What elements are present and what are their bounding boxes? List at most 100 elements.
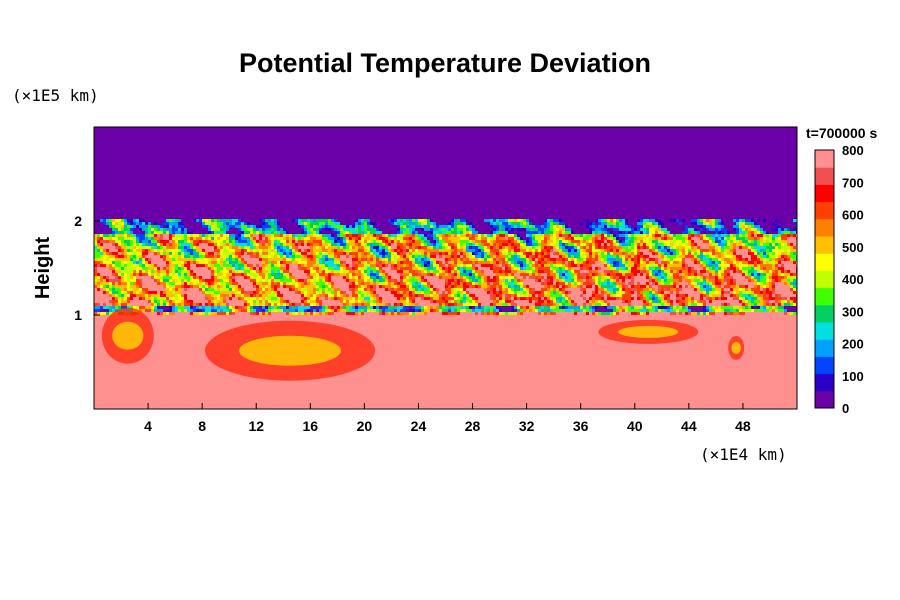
field-cell xyxy=(496,225,499,228)
field-cell xyxy=(541,252,544,255)
field-cell xyxy=(766,234,769,237)
field-cell xyxy=(664,252,667,255)
field-cell xyxy=(256,255,259,258)
field-cell xyxy=(223,219,226,222)
field-cell xyxy=(649,258,652,261)
field-cell xyxy=(112,258,115,261)
field-cell xyxy=(271,267,274,270)
field-cell xyxy=(142,219,145,222)
field-cell xyxy=(562,249,565,252)
field-cell xyxy=(355,276,358,279)
field-cell xyxy=(154,243,157,246)
field-cell xyxy=(496,264,499,267)
field-cell xyxy=(529,249,532,252)
field-cell xyxy=(436,228,439,231)
field-cell xyxy=(649,279,652,282)
field-cell xyxy=(478,222,481,225)
field-cell xyxy=(601,285,604,288)
y-axis-unit: (×1E5 km) xyxy=(12,86,99,105)
field-cell xyxy=(772,264,775,267)
field-cell xyxy=(604,264,607,267)
field-cell xyxy=(127,246,130,249)
field-cell xyxy=(487,261,490,264)
field-cell xyxy=(373,246,376,249)
field-cell xyxy=(556,228,559,231)
field-cell xyxy=(265,255,268,258)
field-cell xyxy=(343,237,346,240)
field-cell xyxy=(739,243,742,246)
field-cell xyxy=(775,264,778,267)
field-cell xyxy=(775,231,778,234)
field-cell xyxy=(367,282,370,285)
field-cell xyxy=(175,246,178,249)
field-cell xyxy=(637,255,640,258)
field-cell xyxy=(442,246,445,249)
field-cell xyxy=(148,240,151,243)
field-cell xyxy=(772,258,775,261)
field-cell xyxy=(361,273,364,276)
field-cell xyxy=(196,276,199,279)
field-cell xyxy=(280,249,283,252)
field-cell xyxy=(646,234,649,237)
field-cell xyxy=(394,261,397,264)
field-cell xyxy=(490,243,493,246)
field-cell xyxy=(391,252,394,255)
field-cell xyxy=(181,222,184,225)
field-cell xyxy=(451,252,454,255)
field-cell xyxy=(754,222,757,225)
field-cell xyxy=(622,285,625,288)
field-cell xyxy=(340,243,343,246)
field-cell xyxy=(214,261,217,264)
field-cell xyxy=(388,276,391,279)
field-cell xyxy=(421,276,424,279)
field-cell xyxy=(508,228,511,231)
field-cell xyxy=(619,231,622,234)
field-cell xyxy=(160,246,163,249)
field-cell xyxy=(634,258,637,261)
field-cell xyxy=(172,276,175,279)
field-cell xyxy=(298,228,301,231)
field-cell xyxy=(262,279,265,282)
field-cell xyxy=(355,261,358,264)
field-cell xyxy=(106,264,109,267)
field-cell xyxy=(631,249,634,252)
field-cell xyxy=(787,228,790,231)
field-cell xyxy=(622,228,625,231)
field-cell xyxy=(133,219,136,222)
field-cell xyxy=(139,231,142,234)
field-cell xyxy=(706,234,709,237)
field-cell xyxy=(715,264,718,267)
field-cell xyxy=(385,261,388,264)
field-cell xyxy=(658,267,661,270)
field-cell xyxy=(220,240,223,243)
field-cell xyxy=(334,219,337,222)
field-cell xyxy=(382,255,385,258)
field-cell xyxy=(334,246,337,249)
field-cell xyxy=(157,243,160,246)
field-cell xyxy=(709,228,712,231)
field-cell xyxy=(205,255,208,258)
field-cell xyxy=(250,276,253,279)
field-cell xyxy=(268,252,271,255)
field-cell xyxy=(523,252,526,255)
field-cell xyxy=(286,225,289,228)
field-cell xyxy=(130,282,133,285)
field-cell xyxy=(394,231,397,234)
field-cell xyxy=(259,279,262,282)
field-cell xyxy=(370,219,373,222)
field-cell xyxy=(208,237,211,240)
field-cell xyxy=(646,231,649,234)
field-cell xyxy=(724,258,727,261)
field-cell xyxy=(232,228,235,231)
field-cell xyxy=(709,267,712,270)
field-cell xyxy=(763,240,766,243)
field-cell xyxy=(178,243,181,246)
field-cell xyxy=(490,240,493,243)
field-cell xyxy=(292,276,295,279)
field-cell xyxy=(133,225,136,228)
field-cell xyxy=(499,219,502,222)
field-cell xyxy=(169,255,172,258)
field-cell xyxy=(493,282,496,285)
field-cell xyxy=(475,222,478,225)
field-cell xyxy=(763,246,766,249)
